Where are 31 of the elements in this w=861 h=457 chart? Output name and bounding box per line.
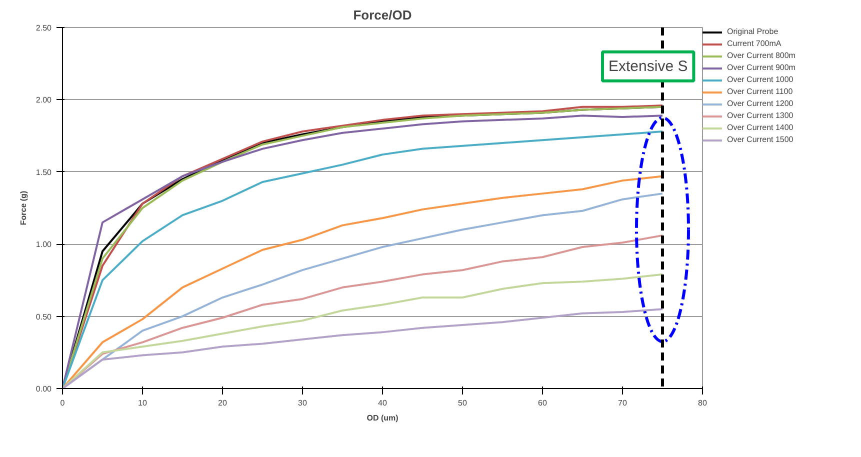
y-tick-label: 0.00 xyxy=(36,384,52,394)
legend-label: Over Current 1500 xyxy=(727,135,794,144)
legend-label: Over Current 1300 xyxy=(727,111,794,120)
y-tick-label: 1.50 xyxy=(36,168,52,177)
annotation: Extensive S xyxy=(608,58,688,75)
x-tick-label: 20 xyxy=(218,398,228,408)
x-tick-label: 60 xyxy=(538,398,548,408)
legend-label: Over Current 1400 xyxy=(727,123,794,132)
x-tick-label: 50 xyxy=(458,398,468,408)
x-tick-label: 30 xyxy=(298,398,308,408)
x-axis-title: OD (um) xyxy=(366,414,399,422)
legend-label: Over Current 1000 xyxy=(727,75,794,84)
legend-label: Over Current 900m xyxy=(727,63,796,72)
line-series xyxy=(62,308,664,388)
x-tick-label: 10 xyxy=(138,398,148,408)
y-axis-title: Force (g) xyxy=(18,190,28,226)
legend-label: Over Current 800m xyxy=(727,51,796,60)
legend-label: Over Current 1200 xyxy=(727,99,794,108)
legend-label: Current 700mA xyxy=(727,39,782,48)
x-tick-label: 80 xyxy=(698,398,708,408)
legend-label: Over Current 1100 xyxy=(727,87,793,96)
chart-title: Force/OD xyxy=(353,8,412,22)
y-tick-label: 1.00 xyxy=(36,240,52,250)
legend-label: Original Probe xyxy=(727,27,780,36)
y-tick-label: 2.50 xyxy=(36,24,52,32)
x-tick-label: 0 xyxy=(60,398,66,408)
x-tick-label: 40 xyxy=(378,398,388,408)
y-tick-label: 2.00 xyxy=(36,96,52,105)
y-tick-label: 0.50 xyxy=(36,312,52,322)
x-tick-label: 70 xyxy=(618,398,628,408)
line-series xyxy=(62,273,664,388)
